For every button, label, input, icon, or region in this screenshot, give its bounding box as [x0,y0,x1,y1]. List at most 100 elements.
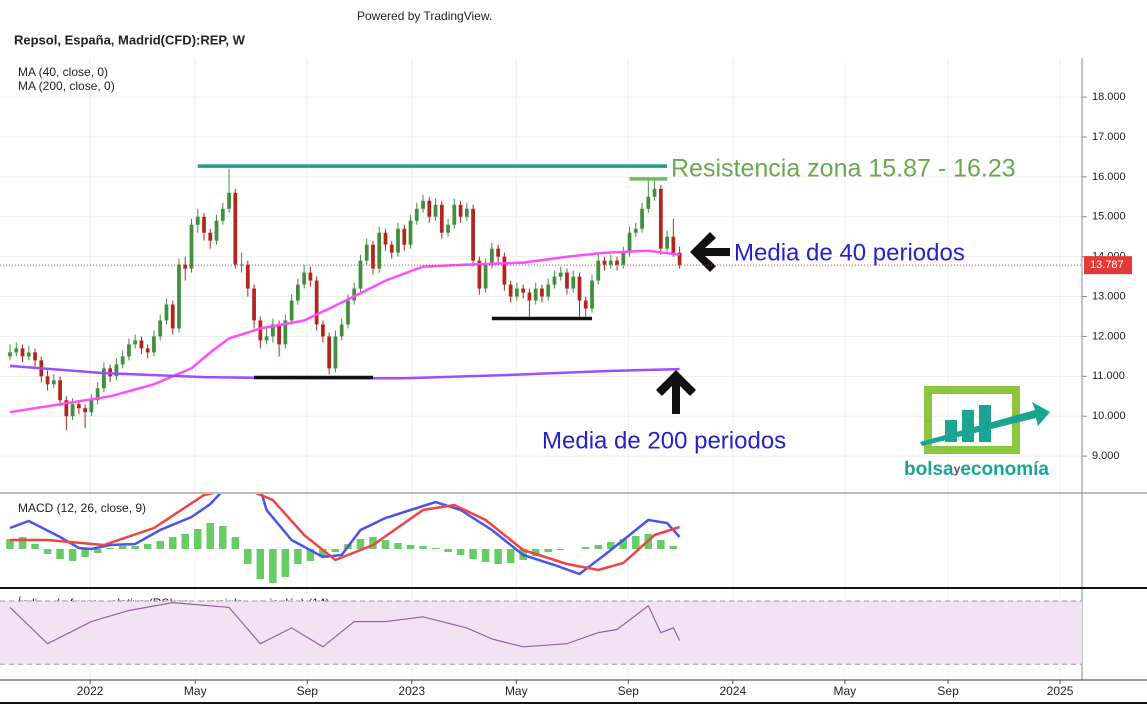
candle-body [70,404,75,417]
candle-body [164,304,169,321]
candle-body [33,352,37,361]
histogram-bar [219,526,227,549]
histogram-bar [118,546,127,549]
candle-body [346,300,350,325]
candle-body [596,260,601,281]
histogram-bar [281,549,290,577]
y-tick-label: 12.000 [1092,330,1126,342]
legend-entry: MA (40, close, 0) [18,65,108,79]
histogram-bar [556,549,565,550]
macd-line [9,494,681,576]
candle-body [602,260,607,265]
arrow [656,370,696,414]
histogram-bar [657,540,665,549]
candle-body [671,236,676,253]
candle-body [552,276,557,285]
histogram-bar [181,534,189,549]
candle-body [158,320,163,337]
candle-body [152,336,156,353]
y-tick-label: 17.000 [1092,131,1126,143]
candle-body [76,404,81,409]
y-tick-label: 18.000 [1092,91,1126,103]
candle-body [521,288,526,293]
candle-body [483,264,488,289]
candle-body [590,280,594,309]
candle-body [83,408,87,413]
histogram-bar [206,523,215,549]
pane-title: MACD (12, 26, close, 9) [18,501,146,515]
histogram-bar [56,549,64,559]
candle-body [95,388,100,401]
candle-body [239,264,244,266]
candle-body [296,284,300,301]
histogram-bar [306,549,315,561]
candle-body [139,340,144,349]
logo-text: economía [960,459,1049,480]
grid [0,58,1082,680]
candle-body [446,224,450,233]
candle-body [189,224,194,269]
candle-body [177,264,181,329]
histogram-bar [619,539,628,549]
candle-body [677,252,682,266]
candle-body [145,348,150,353]
histogram-bar [143,544,152,549]
histogram-bar [394,543,402,549]
candle-body [458,204,463,217]
candle-body [608,260,613,265]
candle-body [515,288,519,297]
candle-body [540,288,544,297]
histogram-bar [456,549,465,555]
candle-body [51,380,56,385]
candle-body [439,204,444,233]
histogram-bar [607,542,615,549]
candle-body [252,288,256,321]
x-tick-label: 2024 [719,684,746,698]
candle-body [352,288,357,301]
histogram-bar [481,549,490,562]
candle-body [327,336,332,369]
histogram-bar [269,549,277,583]
candle-body [477,260,482,289]
logo: bolsayeconomía [904,386,1050,480]
candle-body [20,348,25,357]
histogram-bar [244,549,252,564]
candle-body [421,200,425,209]
candle-body [383,232,388,245]
pane [6,494,681,583]
histogram-bar [419,546,427,549]
candle-body [364,244,369,261]
histogram-bar [231,537,240,549]
histogram-bar [93,549,102,553]
candle-body [208,232,213,241]
candle-body [640,208,644,229]
candle-body [452,204,457,225]
candle-body [464,208,469,217]
candle-body [289,300,294,321]
y-tick-label: 9.000 [1092,450,1120,462]
candle-body [358,260,363,289]
candle-body [58,380,62,401]
candle-body [377,232,382,269]
candle-body [396,228,400,253]
histogram-bar [81,549,89,557]
candle-body [633,228,638,233]
x-tick-label: Sep [937,684,959,698]
histogram-bar [531,549,540,556]
logo-bar [979,405,991,442]
histogram-bar [106,548,114,549]
histogram-bar [369,537,377,549]
histogram-bar [632,536,640,549]
candle-body [26,352,31,357]
candle-body [565,272,569,289]
histogram-bar [294,549,302,564]
candle-body [414,208,419,221]
candle-body [283,320,288,345]
histogram-bar [331,549,340,552]
x-tick-label: Sep [618,684,640,698]
histogram-bar [494,549,502,564]
x-tick-label: May [184,684,207,698]
candle-body [308,272,313,281]
candle-body [220,208,225,221]
